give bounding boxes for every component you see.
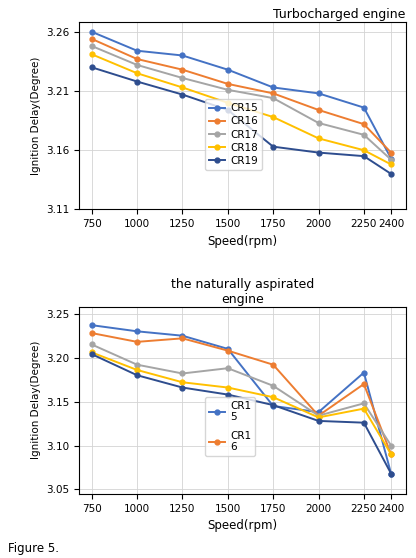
Text: Figure 5.: Figure 5. bbox=[8, 542, 59, 555]
CR19 bbox=[89, 64, 94, 71]
Line: CR17: CR17 bbox=[89, 44, 394, 162]
CR15 bbox=[180, 52, 185, 59]
CR17 bbox=[271, 95, 276, 102]
CR18 bbox=[362, 147, 366, 153]
CR19 bbox=[135, 78, 140, 85]
CR16 bbox=[135, 56, 140, 62]
X-axis label: Speed(rpm): Speed(rpm) bbox=[207, 235, 277, 248]
Text: Turbocharged engine: Turbocharged engine bbox=[273, 8, 406, 21]
CR16 bbox=[271, 90, 276, 97]
Line: CR16: CR16 bbox=[89, 36, 394, 155]
CR17 bbox=[225, 86, 230, 93]
Y-axis label: Ignition Delay(Degree): Ignition Delay(Degree) bbox=[30, 57, 40, 175]
CR17 bbox=[389, 156, 394, 163]
CR19 bbox=[180, 91, 185, 98]
CR15 bbox=[271, 84, 276, 91]
Line: CR18: CR18 bbox=[89, 52, 394, 167]
Title: the naturally aspirated
engine: the naturally aspirated engine bbox=[171, 277, 314, 306]
CR15 bbox=[389, 155, 394, 162]
Line: CR19: CR19 bbox=[89, 65, 394, 176]
CR16 bbox=[89, 36, 94, 42]
CR19 bbox=[316, 149, 321, 156]
Y-axis label: Ignition Delay(Degree): Ignition Delay(Degree) bbox=[30, 341, 40, 459]
CR16 bbox=[225, 80, 230, 87]
CR18 bbox=[135, 70, 140, 76]
CR17 bbox=[89, 42, 94, 49]
CR15 bbox=[89, 28, 94, 35]
CR17 bbox=[362, 132, 366, 138]
CR15 bbox=[316, 90, 321, 97]
CR15 bbox=[135, 47, 140, 54]
Line: CR15: CR15 bbox=[89, 30, 394, 161]
CR15 bbox=[225, 66, 230, 73]
CR18 bbox=[89, 51, 94, 57]
CR18 bbox=[271, 114, 276, 121]
CR19 bbox=[271, 143, 276, 150]
CR19 bbox=[225, 107, 230, 113]
CR17 bbox=[180, 75, 185, 81]
X-axis label: Speed(rpm): Speed(rpm) bbox=[207, 519, 277, 532]
CR19 bbox=[389, 171, 394, 177]
Legend: CR1
5, CR1
6: CR1 5, CR1 6 bbox=[205, 397, 255, 456]
CR16 bbox=[316, 107, 321, 113]
CR16 bbox=[180, 66, 185, 73]
CR16 bbox=[389, 149, 394, 156]
CR17 bbox=[135, 61, 140, 68]
CR16 bbox=[362, 121, 366, 128]
Legend: CR15, CR16, CR17, CR18, CR19: CR15, CR16, CR17, CR18, CR19 bbox=[205, 99, 262, 170]
CR15 bbox=[362, 104, 366, 111]
CR18 bbox=[225, 99, 230, 106]
CR18 bbox=[180, 84, 185, 91]
CR19 bbox=[362, 153, 366, 160]
CR18 bbox=[389, 161, 394, 168]
CR17 bbox=[316, 119, 321, 126]
CR18 bbox=[316, 135, 321, 142]
